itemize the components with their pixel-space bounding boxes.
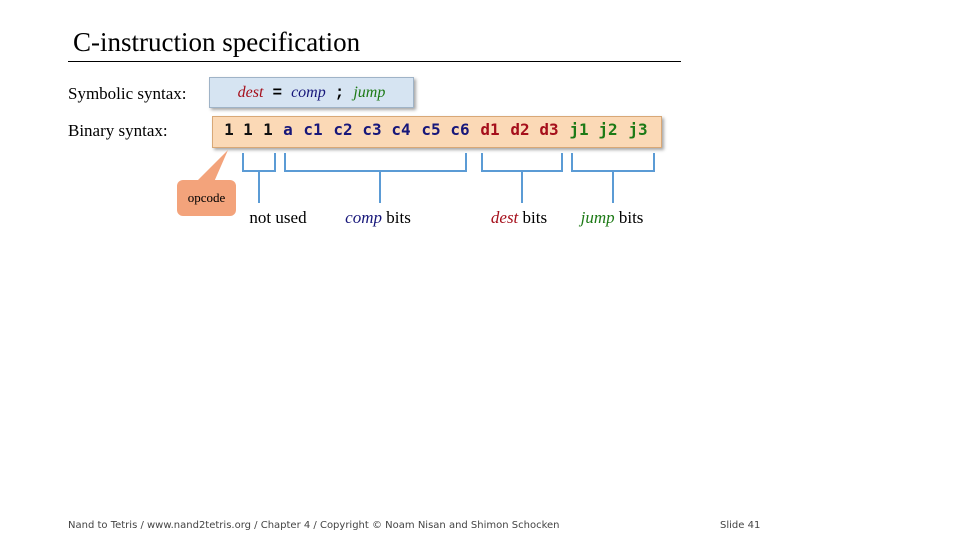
opcode-callout: opcode <box>177 180 236 216</box>
caption-jump-bits: jump bits <box>581 208 644 228</box>
bit-j2: j2 <box>598 120 618 139</box>
binary-syntax-label: Binary syntax: <box>68 121 168 140</box>
title-underline <box>68 61 681 62</box>
footer-credit: Nand to Tetris / www.nand2tetris.org / C… <box>68 520 560 531</box>
bit-unused-2: 1 <box>263 120 273 139</box>
caption-dest-bits: dest bits <box>491 208 547 228</box>
bit-opcode: 1 <box>224 120 234 139</box>
caption-dest-word: dest <box>490 208 519 227</box>
bracket-comp-bits <box>284 153 467 203</box>
bit-d3: d3 <box>539 120 559 139</box>
caption-not-used: not used <box>249 208 307 227</box>
bracket-jump-bits <box>571 153 655 203</box>
slide-title: C-instruction specification <box>73 27 361 57</box>
bit-j1: j1 <box>569 120 589 139</box>
bracket-not-used <box>242 153 276 203</box>
symbolic-equals: = <box>272 83 283 102</box>
bit-d2: d2 <box>510 120 530 139</box>
caption-jump-word: jump <box>580 208 615 227</box>
bit-c5: c5 <box>421 120 441 139</box>
caption-dest-suffix: bits <box>522 208 548 227</box>
bit-c4: c4 <box>391 120 411 139</box>
symbolic-dest: dest <box>237 83 264 101</box>
bit-c2: c2 <box>333 120 353 139</box>
bit-j3: j3 <box>628 120 648 139</box>
bit-c6: c6 <box>450 120 470 139</box>
bit-c3: c3 <box>362 120 382 139</box>
symbolic-comp: comp <box>291 83 326 101</box>
bracket-dest-bits <box>481 153 563 203</box>
symbolic-syntax-label: Symbolic syntax: <box>68 84 187 103</box>
bit-c1: c1 <box>303 120 323 139</box>
caption-jump-suffix: bits <box>618 208 644 227</box>
caption-comp-word: comp <box>345 208 383 227</box>
symbolic-semicolon: ; <box>334 83 345 102</box>
binary-syntax-box <box>212 116 662 148</box>
bit-a: a <box>283 120 293 139</box>
symbolic-syntax-box: dest = comp ; jump <box>209 77 414 108</box>
symbolic-jump: jump <box>353 83 386 101</box>
slide-number: Slide 41 <box>720 520 761 531</box>
caption-comp-bits: comp bits <box>345 208 411 228</box>
opcode-callout-pointer <box>196 150 228 182</box>
bit-unused-1: 1 <box>243 120 253 139</box>
caption-comp-suffix: bits <box>386 208 411 227</box>
bit-d1: d1 <box>480 120 500 139</box>
